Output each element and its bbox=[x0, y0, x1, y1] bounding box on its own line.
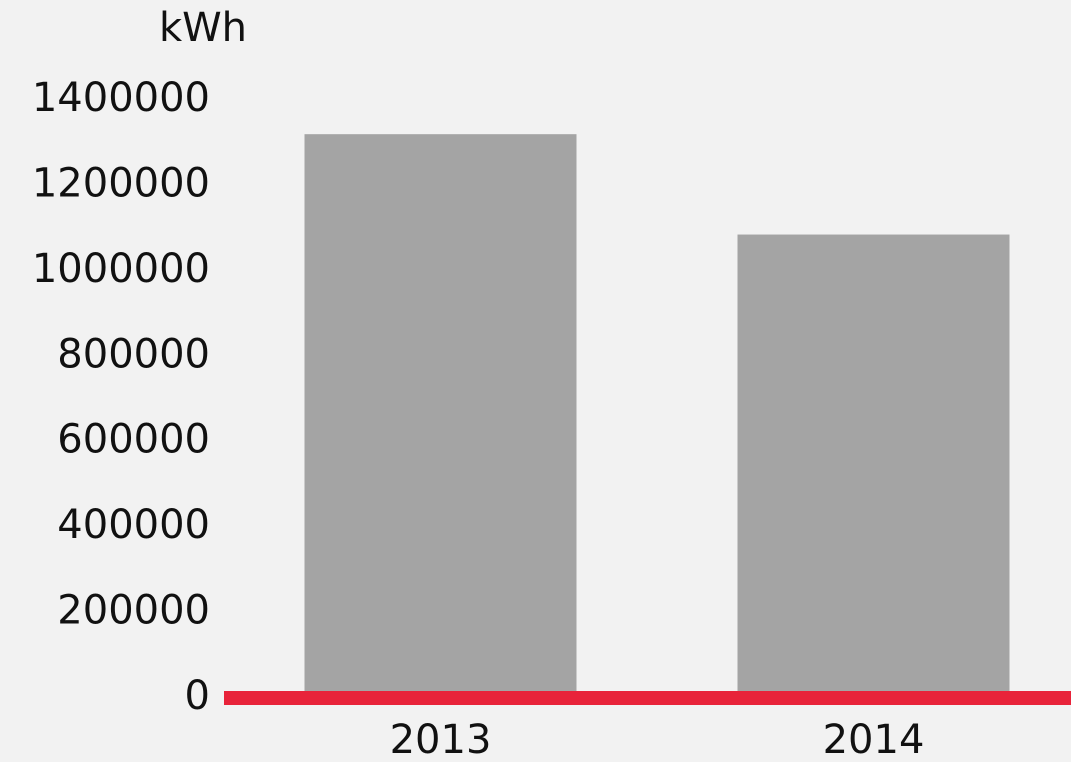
y-tick-label: 800000 bbox=[57, 331, 210, 377]
bar bbox=[304, 134, 577, 698]
y-tick-label: 400000 bbox=[57, 502, 210, 548]
bar bbox=[737, 234, 1010, 699]
y-tick-label: 600000 bbox=[57, 417, 210, 463]
x-tick-label: 2014 bbox=[823, 717, 925, 762]
x-tick-label: 2013 bbox=[390, 717, 492, 762]
y-tick-label: 1400000 bbox=[32, 75, 210, 121]
y-tick-label: 1200000 bbox=[32, 160, 210, 206]
y-tick-label: 0 bbox=[185, 673, 210, 719]
y-tick-label: 1000000 bbox=[32, 246, 210, 292]
y-tick-label: 200000 bbox=[57, 588, 210, 634]
y-axis-label: kWh bbox=[159, 5, 247, 51]
